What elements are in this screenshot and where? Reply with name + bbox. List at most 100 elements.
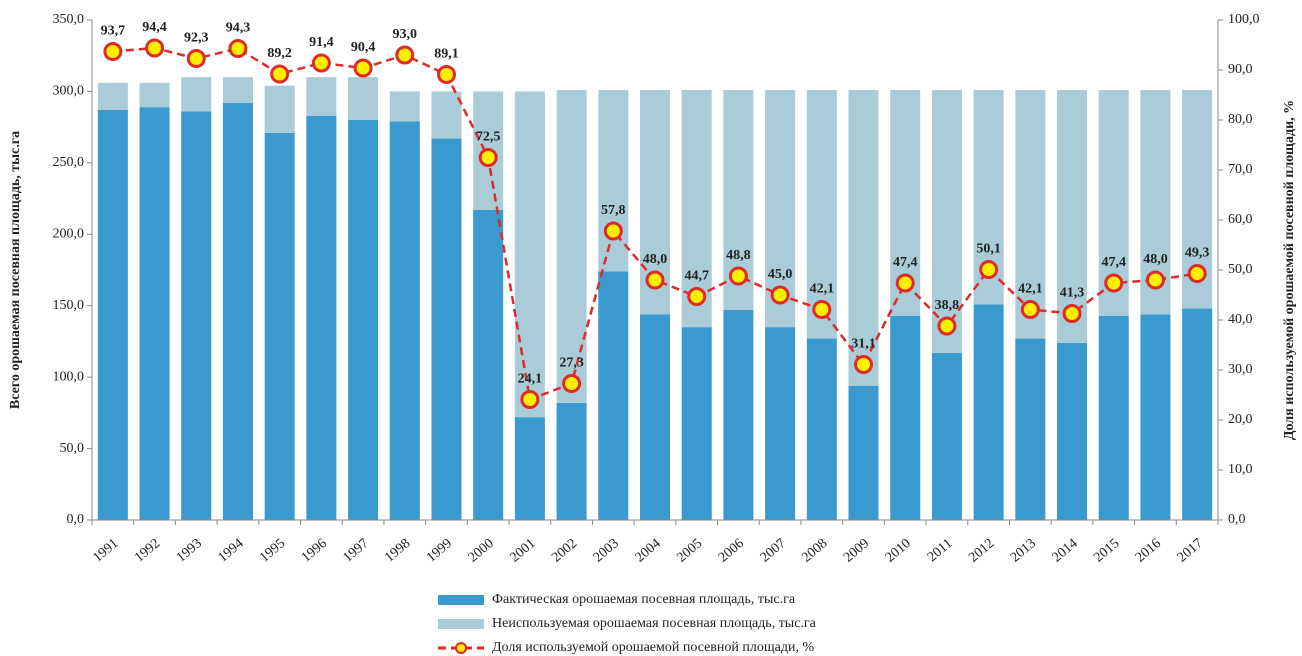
marker (854, 355, 874, 374)
bar (848, 385, 879, 520)
x-tick-label: 2009 (841, 536, 872, 565)
bar (931, 352, 962, 520)
x-tick-label: 1995 (257, 536, 288, 565)
marker (270, 64, 290, 84)
marker (979, 260, 999, 279)
y2-tick-label: 90,0 (1228, 62, 1253, 77)
data-label: 47,4 (893, 255, 918, 270)
bar (181, 111, 212, 520)
bar (1015, 338, 1046, 520)
y2-tick-label: 0,0 (1228, 512, 1246, 527)
y2-tick-label: 80,0 (1228, 112, 1253, 127)
x-tick-label: 2001 (507, 536, 538, 565)
y2-tick-label: 30,0 (1228, 362, 1253, 377)
data-label: 31,1 (851, 337, 876, 352)
legend-label: Неиспользуемая орошаемая посевная площад… (492, 616, 817, 631)
marker (311, 53, 331, 73)
bar (973, 304, 1004, 520)
x-tick-label: 2013 (1008, 536, 1039, 565)
x-tick-label: 2003 (591, 536, 622, 565)
data-label: 93,7 (101, 24, 126, 39)
marker (687, 287, 707, 306)
y2-axis-title: Доля используемой орошаемой посевной пло… (1282, 100, 1297, 440)
marker (1104, 273, 1124, 293)
x-tick-label: 1992 (132, 536, 163, 565)
marker (1187, 264, 1207, 283)
legend-swatch (455, 642, 467, 654)
bar (139, 82, 170, 108)
bar (97, 110, 128, 520)
legend-swatch (438, 595, 484, 605)
y2-tick-label: 20,0 (1228, 412, 1253, 427)
y-tick-label: 150,0 (53, 298, 85, 313)
marker (895, 273, 915, 293)
data-label: 38,8 (935, 298, 960, 313)
data-label: 42,1 (810, 282, 835, 297)
data-label: 94,4 (142, 20, 167, 35)
marker (103, 42, 123, 61)
bar (306, 115, 337, 520)
marker (1020, 300, 1040, 319)
x-tick-label: 2000 (466, 536, 497, 565)
bar (514, 91, 545, 418)
bar (473, 210, 504, 520)
y-tick-label: 250,0 (53, 155, 85, 170)
y2-tick-label: 50,0 (1228, 262, 1253, 277)
x-tick-label: 1998 (382, 536, 413, 565)
y-tick-label: 300,0 (53, 84, 85, 99)
marker (478, 148, 498, 167)
data-label: 27,3 (559, 356, 584, 371)
marker (520, 390, 540, 409)
bar (556, 402, 587, 520)
bar (514, 417, 545, 520)
data-label: 42,1 (1018, 282, 1043, 297)
bar (264, 85, 295, 133)
bar (1015, 90, 1046, 339)
x-tick-label: 2016 (1133, 536, 1164, 565)
marker (395, 45, 415, 65)
data-label: 49,3 (1185, 246, 1210, 261)
bar (264, 132, 295, 520)
y-tick-label: 200,0 (53, 227, 85, 242)
marker (145, 38, 165, 58)
x-tick-label: 2017 (1175, 536, 1206, 565)
marker (770, 285, 790, 305)
x-tick-label: 2011 (925, 536, 956, 565)
x-tick-label: 2002 (549, 536, 580, 565)
data-label: 44,7 (684, 269, 709, 284)
bar (348, 77, 379, 120)
bar (598, 90, 629, 272)
bar (222, 102, 253, 520)
bar (431, 91, 462, 139)
data-label: 72,5 (476, 130, 501, 145)
x-tick-label: 2015 (1091, 536, 1122, 565)
data-label: 48,8 (726, 248, 751, 263)
marker (1145, 270, 1165, 290)
marker (1062, 304, 1082, 323)
x-tick-label: 2006 (716, 536, 747, 565)
bar (139, 107, 170, 521)
x-tick-label: 1999 (424, 536, 455, 565)
x-tick-label: 2010 (883, 536, 914, 565)
legend-label: Фактическая орошаемая посевная площадь, … (492, 592, 796, 607)
bar (1098, 315, 1129, 520)
data-label: 91,4 (309, 35, 334, 50)
data-label: 24,1 (518, 372, 543, 387)
y-tick-label: 0,0 (67, 512, 85, 527)
x-tick-label: 1997 (341, 536, 372, 565)
bar (1057, 90, 1088, 343)
x-tick-label: 1993 (174, 536, 205, 565)
data-label: 89,1 (434, 47, 459, 62)
bar (765, 327, 796, 520)
bar (306, 77, 337, 116)
y-tick-label: 100,0 (53, 369, 85, 384)
bar (431, 138, 462, 521)
marker (603, 221, 623, 241)
bar (1057, 342, 1088, 520)
marker (812, 300, 832, 319)
x-tick-label: 1994 (216, 536, 247, 565)
bar (348, 120, 379, 520)
marker (728, 266, 748, 286)
x-tick-label: 1991 (90, 536, 121, 565)
